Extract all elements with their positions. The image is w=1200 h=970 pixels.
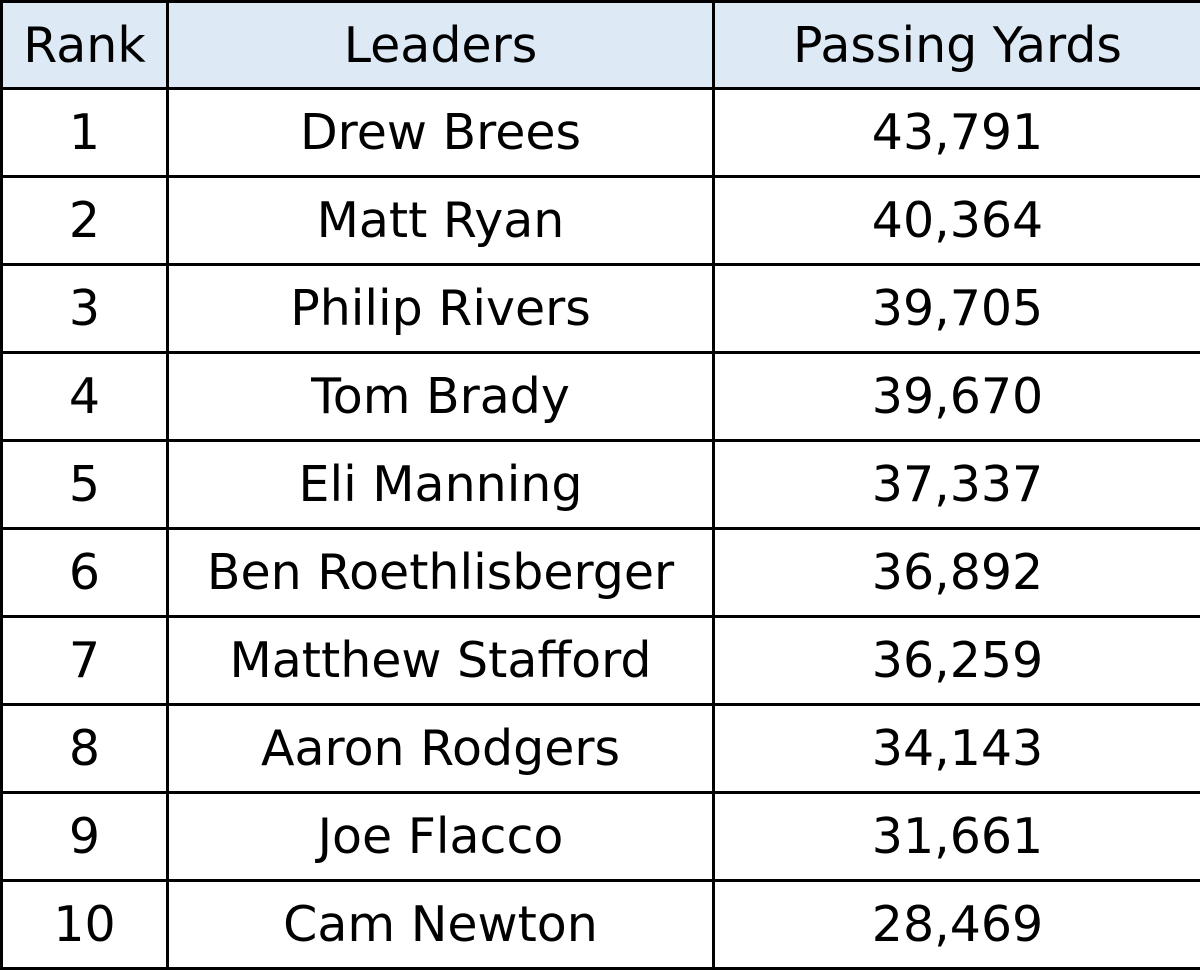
header-rank: Rank [0, 0, 169, 90]
leader-name-cell: Matt Ryan [166, 175, 715, 266]
table-row: 1 Drew Brees 43,791 [0, 87, 1200, 178]
leader-name-cell: Joe Flacco [166, 791, 715, 882]
rank-cell: 2 [0, 175, 169, 266]
passing-yards-cell: 39,705 [712, 263, 1200, 354]
passing-yards-cell: 36,892 [712, 527, 1200, 618]
table-row: 7 Matthew Stafford 36,259 [0, 615, 1200, 706]
table-row: 2 Matt Ryan 40,364 [0, 175, 1200, 266]
table-row: 10 Cam Newton 28,469 [0, 879, 1200, 970]
leader-name-cell: Drew Brees [166, 87, 715, 178]
table-row: 6 Ben Roethlisberger 36,892 [0, 527, 1200, 618]
leader-name-cell: Matthew Stafford [166, 615, 715, 706]
leader-name-cell: Eli Manning [166, 439, 715, 530]
rank-cell: 4 [0, 351, 169, 442]
leader-name-cell: Tom Brady [166, 351, 715, 442]
table-row: 9 Joe Flacco 31,661 [0, 791, 1200, 882]
passing-yards-cell: 34,143 [712, 703, 1200, 794]
header-row: Rank Leaders Passing Yards [0, 0, 1200, 90]
passing-yards-cell: 37,337 [712, 439, 1200, 530]
rank-cell: 10 [0, 879, 169, 970]
rank-cell: 1 [0, 87, 169, 178]
rank-cell: 7 [0, 615, 169, 706]
passing-yards-cell: 39,670 [712, 351, 1200, 442]
leader-name-cell: Ben Roethlisberger [166, 527, 715, 618]
leader-name-cell: Cam Newton [166, 879, 715, 970]
passing-yards-cell: 28,469 [712, 879, 1200, 970]
header-passing-yards: Passing Yards [712, 0, 1200, 90]
rank-cell: 5 [0, 439, 169, 530]
leader-name-cell: Philip Rivers [166, 263, 715, 354]
rank-cell: 6 [0, 527, 169, 618]
rank-cell: 8 [0, 703, 169, 794]
passing-yards-cell: 40,364 [712, 175, 1200, 266]
rank-cell: 9 [0, 791, 169, 882]
passing-yards-cell: 43,791 [712, 87, 1200, 178]
table-row: 8 Aaron Rodgers 34,143 [0, 703, 1200, 794]
table-row: 3 Philip Rivers 39,705 [0, 263, 1200, 354]
rank-cell: 3 [0, 263, 169, 354]
passing-yards-cell: 31,661 [712, 791, 1200, 882]
leader-name-cell: Aaron Rodgers [166, 703, 715, 794]
header-leaders: Leaders [166, 0, 715, 90]
table-row: 5 Eli Manning 37,337 [0, 439, 1200, 530]
table-row: 4 Tom Brady 39,670 [0, 351, 1200, 442]
passing-yards-cell: 36,259 [712, 615, 1200, 706]
